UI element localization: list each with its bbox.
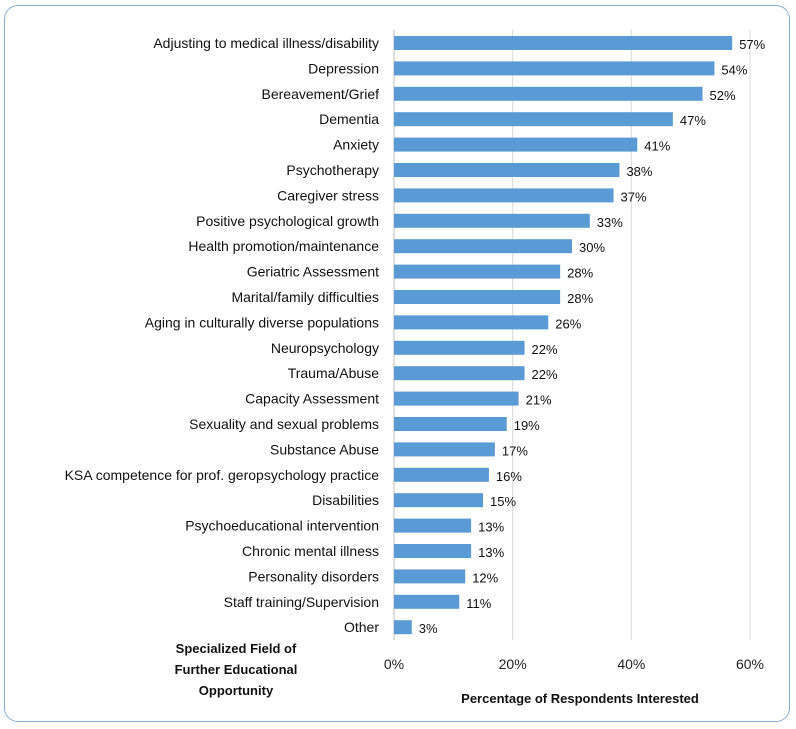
bar bbox=[394, 315, 549, 330]
category-label: Depression bbox=[308, 60, 379, 76]
bar bbox=[394, 391, 519, 406]
category-label: KSA competence for prof. geropsychology … bbox=[65, 467, 380, 483]
category-label: Positive psychological growth bbox=[196, 213, 379, 229]
category-label: Aging in culturally diverse populations bbox=[145, 314, 379, 330]
data-label: 47% bbox=[680, 113, 706, 128]
x-tick-label: 60% bbox=[736, 656, 764, 672]
bar bbox=[394, 213, 590, 228]
data-label: 21% bbox=[526, 393, 552, 408]
bar bbox=[394, 518, 472, 533]
bar bbox=[394, 188, 614, 203]
data-label: 54% bbox=[721, 62, 747, 77]
x-tick-label: 40% bbox=[617, 656, 645, 672]
category-label: Sexuality and sexual problems bbox=[189, 416, 379, 432]
category-label: Neuropsychology bbox=[271, 340, 379, 356]
data-label: 19% bbox=[514, 418, 540, 433]
y-axis-title: Specialized Field of bbox=[176, 641, 297, 656]
y-axis-title: Opportunity bbox=[199, 683, 274, 698]
data-label: 57% bbox=[739, 37, 765, 52]
data-label: 52% bbox=[710, 88, 736, 103]
x-axis-title: Percentage of Respondents Interested bbox=[461, 691, 699, 706]
data-label: 12% bbox=[472, 570, 498, 585]
x-tick-label: 20% bbox=[499, 656, 527, 672]
category-label: Anxiety bbox=[333, 137, 379, 153]
category-label: Trauma/Abuse bbox=[288, 365, 380, 381]
category-label: Geriatric Assessment bbox=[247, 264, 379, 280]
category-label: Substance Abuse bbox=[270, 441, 379, 457]
data-label: 41% bbox=[644, 139, 670, 154]
category-label: Health promotion/maintenance bbox=[188, 238, 379, 254]
x-tick-label: 0% bbox=[384, 656, 404, 672]
bar bbox=[394, 544, 472, 558]
data-label: 30% bbox=[579, 240, 605, 255]
bar bbox=[394, 620, 412, 635]
data-label: 17% bbox=[502, 443, 528, 458]
category-label: Disabilities bbox=[312, 492, 379, 508]
data-label: 38% bbox=[626, 164, 652, 179]
category-label: Dementia bbox=[319, 111, 379, 127]
bar bbox=[394, 366, 525, 381]
data-label: 26% bbox=[555, 316, 581, 331]
data-label: 3% bbox=[419, 621, 438, 636]
bar bbox=[394, 112, 673, 127]
category-label: Personality disorders bbox=[248, 568, 379, 584]
bar bbox=[394, 137, 638, 152]
data-label: 28% bbox=[567, 266, 593, 281]
data-label: 28% bbox=[567, 291, 593, 306]
category-label: Caregiver stress bbox=[277, 187, 379, 203]
bar bbox=[394, 493, 483, 508]
category-label: Psychotherapy bbox=[286, 162, 379, 178]
category-label: Marital/family difficulties bbox=[231, 289, 379, 305]
category-label: Psychoeducational intervention bbox=[185, 518, 379, 534]
data-label: 13% bbox=[478, 545, 504, 560]
data-label: 11% bbox=[466, 596, 491, 611]
data-label: 33% bbox=[597, 215, 623, 230]
y-axis-title: Further Educational bbox=[175, 662, 298, 677]
bar bbox=[394, 239, 572, 254]
category-label: Staff training/Supervision bbox=[224, 594, 379, 610]
bar bbox=[394, 36, 733, 50]
data-label: 16% bbox=[496, 469, 522, 484]
bar bbox=[394, 61, 715, 76]
bar bbox=[394, 594, 460, 609]
bar bbox=[394, 340, 525, 355]
data-label: 22% bbox=[532, 342, 558, 357]
category-label: Bereavement/Grief bbox=[262, 86, 380, 102]
data-label: 15% bbox=[490, 494, 516, 509]
chart-frame bbox=[4, 5, 790, 722]
bar bbox=[394, 290, 561, 304]
bar bbox=[394, 86, 703, 101]
bar bbox=[394, 417, 507, 431]
bar bbox=[394, 163, 620, 177]
bar bbox=[394, 467, 489, 482]
category-label: Chronic mental illness bbox=[242, 543, 379, 559]
category-label: Capacity Assessment bbox=[245, 391, 379, 407]
bar bbox=[394, 569, 466, 584]
data-label: 37% bbox=[621, 189, 647, 204]
data-label: 13% bbox=[478, 520, 504, 535]
category-label: Other bbox=[344, 619, 379, 635]
category-label: Adjusting to medical illness/disability bbox=[153, 35, 379, 51]
bar bbox=[394, 442, 495, 457]
data-label: 22% bbox=[532, 367, 558, 382]
bar bbox=[394, 264, 561, 279]
